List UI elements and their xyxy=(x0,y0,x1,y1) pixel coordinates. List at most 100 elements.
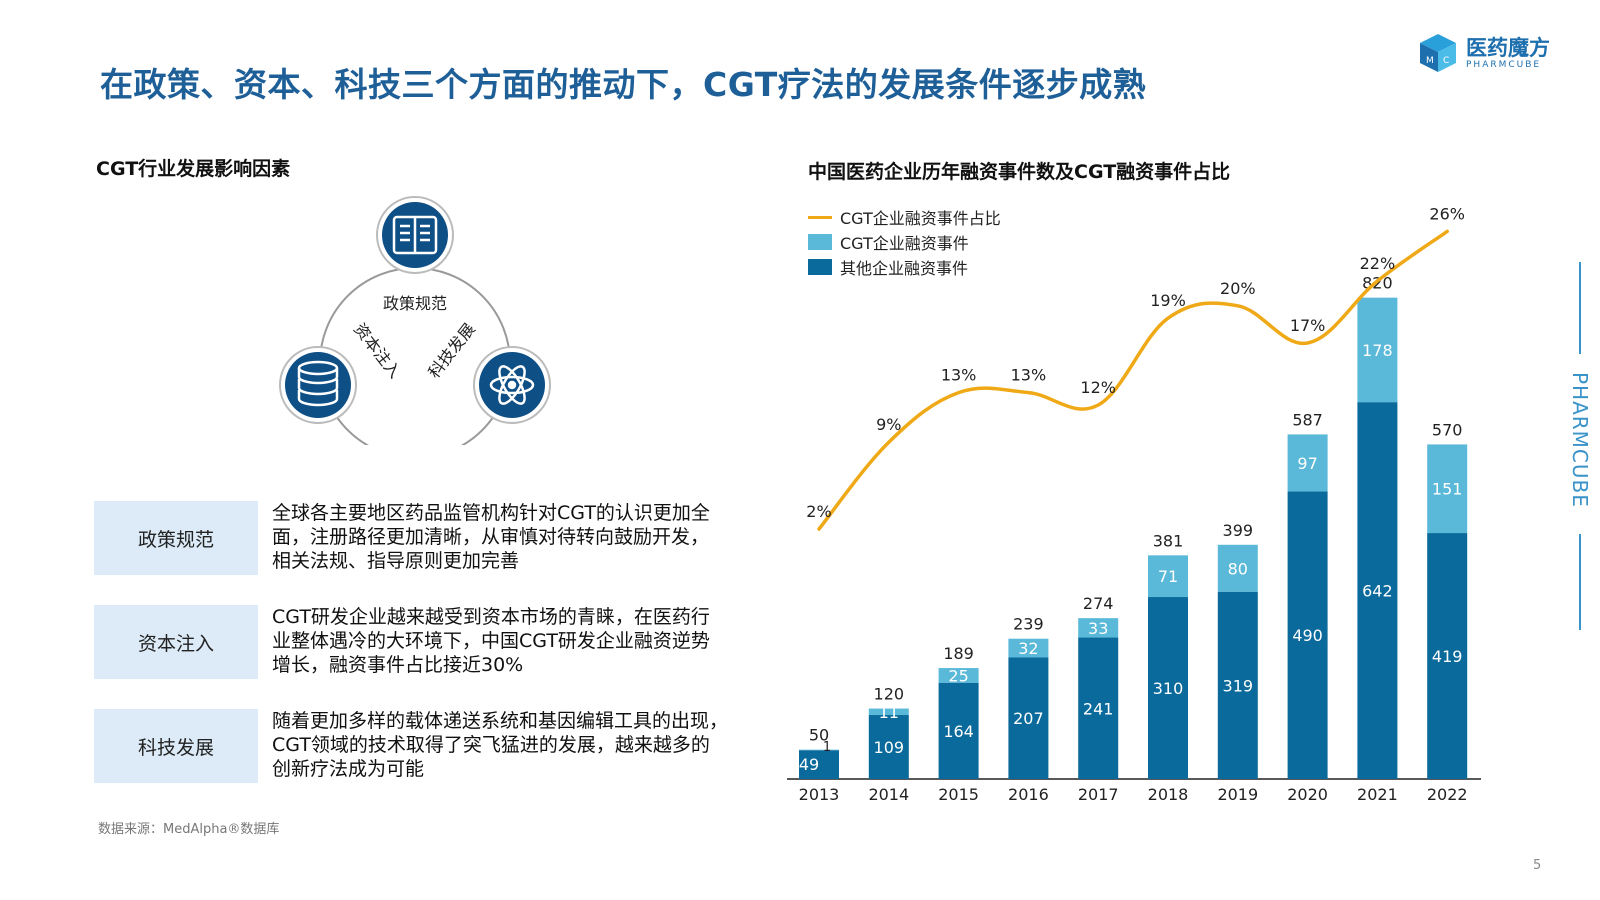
data-label-total: 399 xyxy=(1223,521,1254,540)
bar-other-2013 xyxy=(799,750,839,779)
x-tick-label: 2021 xyxy=(1357,785,1398,804)
coin-stack-icon xyxy=(297,360,339,407)
data-label-other: 109 xyxy=(874,738,905,757)
data-label-other: 419 xyxy=(1432,647,1463,666)
ratio-label: 20% xyxy=(1220,279,1256,298)
factor-label: 政策规范 xyxy=(94,501,258,575)
bar-cgt-2015 xyxy=(938,668,979,683)
ratio-label: 22% xyxy=(1360,254,1396,273)
legend-swatch-other xyxy=(808,259,832,275)
legend-label: 其他企业融资事件 xyxy=(840,259,969,278)
bar-cgt-2021 xyxy=(1357,297,1398,403)
bar-cgt-2013 xyxy=(799,749,839,751)
bar-cgt-2016 xyxy=(1008,638,1049,658)
page-number: 5 xyxy=(1533,858,1542,873)
factor-desc-line: 全球各主要地区药品监管机构针对CGT的认识更加全 xyxy=(272,502,710,524)
bar-cgt-2018 xyxy=(1148,555,1188,598)
bar-other-2020 xyxy=(1287,491,1328,779)
data-label-other: 490 xyxy=(1292,626,1323,645)
data-label-cgt: 97 xyxy=(1297,454,1317,473)
x-tick-label: 2018 xyxy=(1148,785,1189,804)
data-label-other: 310 xyxy=(1153,679,1184,698)
factor-desc-line: 相关法规、指导原则更加完善 xyxy=(272,550,520,572)
x-tick-label: 2015 xyxy=(938,785,979,804)
factor-description: 全球各主要地区药品监管机构针对CGT的认识更加全 面，注册路径更加清晰，从审慎对… xyxy=(272,501,752,573)
capital-node xyxy=(279,346,357,424)
data-label-cgt: 151 xyxy=(1432,480,1463,499)
ratio-label: 13% xyxy=(1011,366,1047,385)
factor-description: 随着更加多样的载体递送系统和基因编辑工具的出现， CGT领域的技术取得了突飞猛进… xyxy=(272,709,752,781)
data-label-cgt: 71 xyxy=(1158,567,1178,586)
data-label-cgt: 1 xyxy=(823,740,831,755)
bar-cgt-2014 xyxy=(868,708,909,716)
data-label-total: 239 xyxy=(1013,615,1044,634)
ratio-label: 9% xyxy=(876,415,901,434)
data-label-total: 50 xyxy=(809,726,829,745)
svg-text:C: C xyxy=(1443,56,1449,66)
data-label-total: 381 xyxy=(1153,531,1184,550)
policy-node xyxy=(376,196,454,274)
legend-swatch-cgt xyxy=(808,234,832,250)
bar-cgt-2017 xyxy=(1078,618,1119,638)
pharmcube-logo: M C 医药魔方 PHARMCUBE xyxy=(1418,32,1568,76)
bar-other-2017 xyxy=(1078,637,1119,779)
data-label-cgt: 80 xyxy=(1228,559,1248,578)
data-label-total: 570 xyxy=(1432,420,1463,439)
data-label-cgt: 33 xyxy=(1088,619,1108,638)
policy-document-icon xyxy=(392,215,438,255)
factor-desc-line: 业整体遇冷的大环境下，中国CGT研发企业融资逆势 xyxy=(272,630,710,652)
factor-cycle-diagram: 政策规范 资本注入 科技发展 xyxy=(279,196,551,445)
side-brand: PHARMCUBE xyxy=(1566,262,1596,642)
factor-desc-line: 面，注册路径更加清晰，从审慎对待转向鼓励开发， xyxy=(272,526,710,548)
bar-other-2022 xyxy=(1427,533,1468,779)
factor-desc-line: CGT领域的技术取得了突飞猛进的发展，越来越多的 xyxy=(272,734,710,756)
data-label-total: 120 xyxy=(874,685,905,704)
x-tick-label: 2013 xyxy=(799,785,840,804)
data-label-other: 319 xyxy=(1223,676,1254,695)
bar-other-2019 xyxy=(1217,591,1258,779)
x-tick-label: 2017 xyxy=(1078,785,1119,804)
data-label-other: 164 xyxy=(943,722,974,741)
bar-cgt-2022 xyxy=(1427,444,1468,534)
legend-label: CGT企业融资事件占比 xyxy=(840,209,1001,228)
ratio-label: 17% xyxy=(1290,316,1326,335)
data-label-total: 587 xyxy=(1292,410,1323,429)
logo-name-cn: 医药魔方 xyxy=(1466,36,1550,60)
data-label-cgt: 11 xyxy=(879,703,899,722)
tech-node xyxy=(473,346,551,424)
ratio-label: 13% xyxy=(941,366,977,385)
data-label-other: 49 xyxy=(799,755,819,774)
factor-desc-line: 随着更加多样的载体递送系统和基因编辑工具的出现， xyxy=(272,710,729,732)
svg-text:M: M xyxy=(1426,56,1434,66)
x-tick-label: 2014 xyxy=(868,785,909,804)
ratio-label: 12% xyxy=(1080,378,1116,397)
bar-other-2015 xyxy=(938,682,979,779)
page-title: 在政策、资本、科技三个方面的推动下，CGT疗法的发展条件逐步成熟 xyxy=(100,65,1147,104)
bar-other-2018 xyxy=(1148,597,1188,779)
data-source: 数据来源：MedAlpha®数据库 xyxy=(98,822,280,837)
cube-logo-icon: M C xyxy=(1420,34,1456,72)
x-tick-label: 2022 xyxy=(1427,785,1468,804)
x-tick-label: 2016 xyxy=(1008,785,1049,804)
data-label-other: 207 xyxy=(1013,709,1044,728)
data-label-other: 642 xyxy=(1362,582,1393,601)
factor-row-capital: 资本注入 CGT研发企业越来越受到资本市场的青睐，在医药行 业整体遇冷的大环境下… xyxy=(94,605,744,681)
ratio-label: 2% xyxy=(806,502,831,521)
data-label-total: 189 xyxy=(943,644,974,663)
factor-desc-line: CGT研发企业越来越受到资本市场的青睐，在医药行 xyxy=(272,606,710,628)
data-label-total: 274 xyxy=(1083,594,1114,613)
ratio-label: 19% xyxy=(1150,291,1186,310)
ratio-label: 26% xyxy=(1429,204,1465,223)
atom-icon xyxy=(489,365,535,405)
legend-swatch-line xyxy=(808,216,832,219)
data-label-cgt: 178 xyxy=(1362,341,1393,360)
diagram-label-policy: 政策规范 xyxy=(383,294,447,313)
side-brand-text: PHARMCUBE xyxy=(1568,372,1592,508)
ratio-line xyxy=(817,229,1449,531)
bar-cgt-2020 xyxy=(1287,434,1328,492)
data-label-cgt: 32 xyxy=(1018,639,1038,658)
bar-other-2021 xyxy=(1357,402,1398,779)
logo-name-en: PHARMCUBE xyxy=(1466,60,1542,70)
factor-row-tech: 科技发展 随着更加多样的载体递送系统和基因编辑工具的出现， CGT领域的技术取得… xyxy=(94,709,744,785)
